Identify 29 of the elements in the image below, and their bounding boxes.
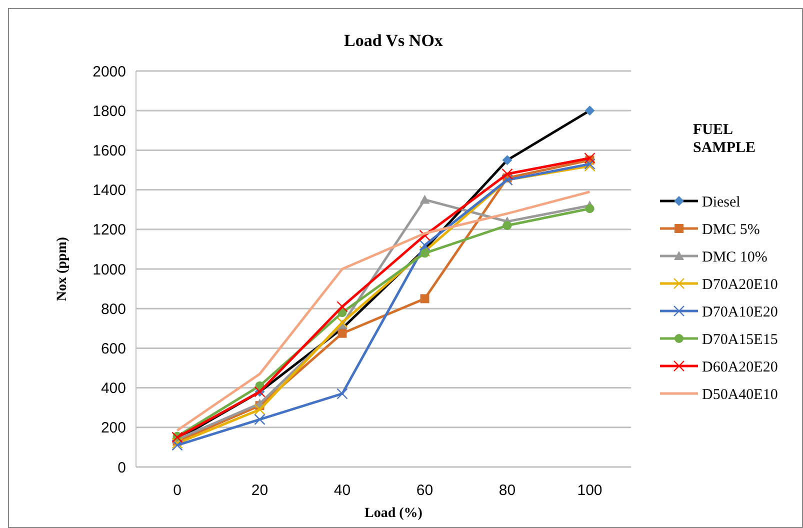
legend-label: D70A20E10 (702, 276, 778, 293)
legend-label: DMC 5% (702, 222, 760, 238)
y-tick-label: 1200 (92, 222, 126, 239)
y-tick-label: 1400 (92, 182, 126, 200)
chart-title: Load Vs NOx (344, 31, 444, 50)
legend-label: D60A20E20 (702, 359, 778, 376)
legend-title: FUEL SAMPLE (693, 122, 756, 156)
y-tick-label: 1000 (92, 261, 126, 278)
x-tick-label: 40 (334, 482, 351, 499)
legend-label: D70A10E20 (702, 304, 778, 320)
legend-label: D50A40E10 (702, 386, 778, 403)
legend-label: DMC 10% (702, 249, 768, 266)
x-tick-label: 0 (173, 482, 182, 499)
x-axis-title: Load (%) (364, 506, 423, 521)
y-tick-label: 1800 (92, 102, 126, 120)
y-tick-label: 600 (100, 340, 126, 358)
y-tick-label: 2000 (92, 63, 126, 80)
y-tick-label: 200 (100, 420, 126, 437)
x-tick-label: 20 (251, 482, 268, 499)
legend-label: D70A15E15 (702, 332, 778, 348)
y-tick-label: 0 (118, 459, 126, 476)
x-tick-label: 100 (577, 482, 602, 499)
y-tick-label: 1600 (92, 142, 126, 160)
y-tick-label: 400 (100, 380, 126, 398)
legend-label: Diesel (702, 194, 740, 210)
x-tick-label: 80 (498, 482, 516, 499)
y-axis-title: Nox (ppm) (55, 236, 70, 302)
y-tick-label: 800 (100, 300, 126, 318)
x-tick-label: 60 (416, 482, 434, 499)
